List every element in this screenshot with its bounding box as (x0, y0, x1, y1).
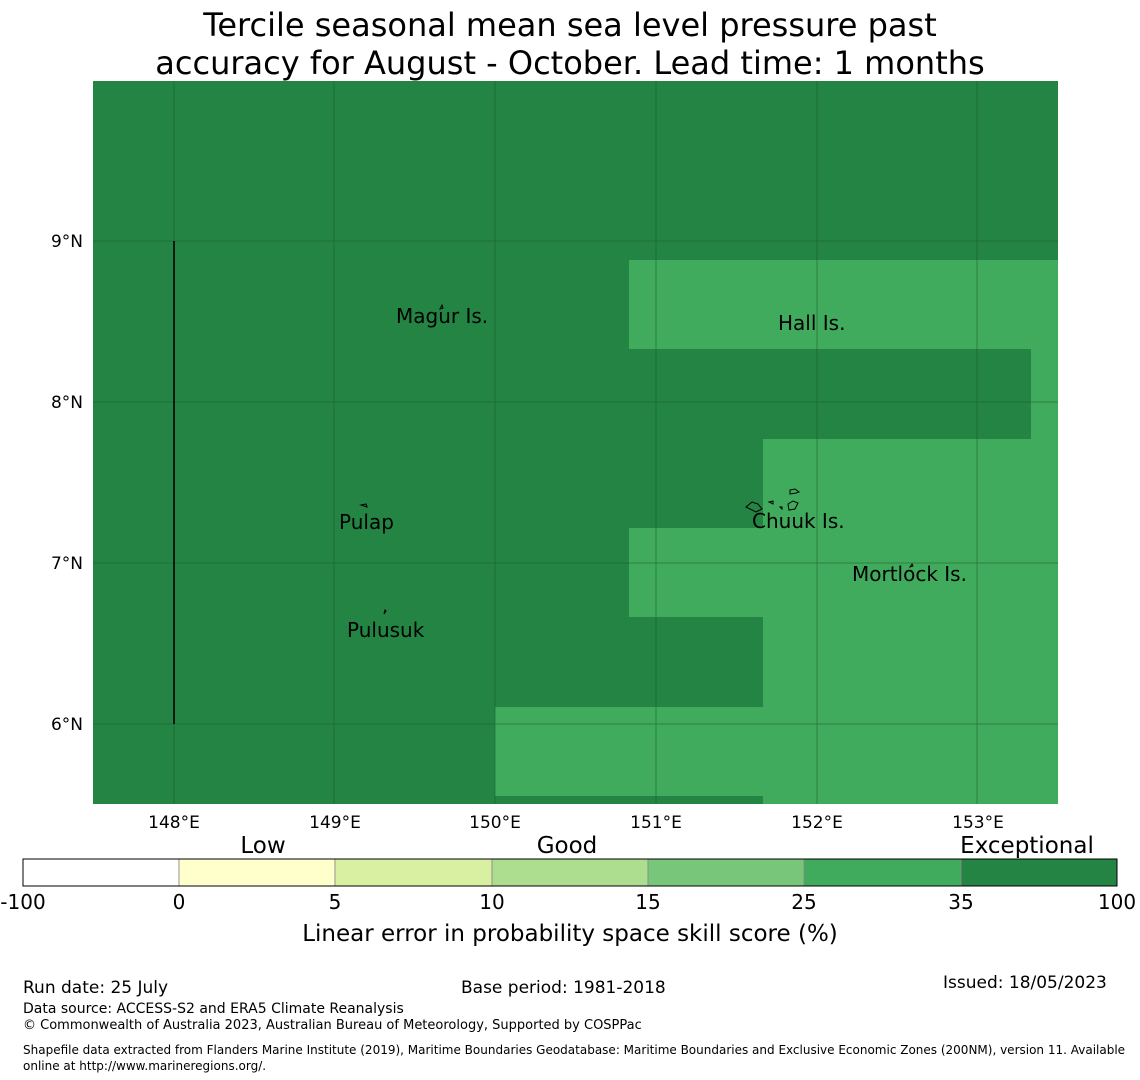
skill-region-south-edge (763, 796, 1058, 804)
lon-tick-153e: 153°E (952, 813, 1004, 833)
colorbar-bin-5-10 (334, 858, 493, 887)
skill-region-southeast (763, 617, 1058, 707)
chart-title-line-2: accuracy for August - October. Lead time… (155, 44, 985, 82)
colorbar-tick-neg100: -100 (0, 890, 45, 914)
lat-tick-7n: 7°N (51, 554, 83, 574)
colorbar-tick-25: 25 (791, 890, 816, 914)
island-pulap (359, 503, 368, 508)
skill-region-chuuk (763, 439, 1058, 528)
copyright-notice: © Commonwealth of Australia 2023, Austra… (23, 1018, 642, 1033)
lon-tick-150e: 150°E (469, 813, 521, 833)
colorbar-tick-15: 15 (635, 890, 660, 914)
base-period: Base period: 1981-2018 (461, 978, 666, 998)
colorbar-bin-35-100 (960, 858, 1118, 887)
island-mortlock (908, 563, 914, 568)
lat-tick-9n: 9°N (51, 232, 83, 252)
colorbar-tick-labels: -100 0 5 10 15 25 35 100 (0, 890, 1136, 914)
place-label-pulusuk: Pulusuk (347, 618, 425, 642)
lon-tick-149e: 149°E (309, 813, 361, 833)
colorbar-tick-0: 0 (173, 890, 186, 914)
colorbar-tick-35: 35 (948, 890, 973, 914)
lon-tick-151e: 151°E (630, 813, 682, 833)
data-source: Data source: ACCESS-S2 and ERA5 Climate … (23, 1001, 404, 1017)
colorbar-bin-0-5 (178, 858, 336, 887)
chart-title-line-1: Tercile seasonal mean sea level pressure… (203, 6, 937, 44)
place-label-hall: Hall Is. (778, 311, 845, 335)
place-label-mortlock: Mortlock Is. (852, 562, 967, 586)
lon-tick-148e: 148°E (148, 813, 200, 833)
place-label-chuuk: Chuuk Is. (752, 509, 845, 533)
colorbar-legend: Low Good Exceptional -100 0 5 10 15 25 3… (0, 833, 1136, 947)
skill-region-mortlock (629, 528, 1058, 617)
colorbar-tick-100: 100 (1098, 890, 1136, 914)
colorbar-tick-5: 5 (329, 890, 342, 914)
colorbar-bin-15-25 (647, 858, 805, 887)
island-pulusuk (383, 609, 387, 615)
skill-region-hall (629, 260, 1058, 349)
shapefile-attribution: Shapefile data extracted from Flanders M… (23, 1043, 1126, 1073)
colorbar-bin-neg100-0 (22, 858, 180, 887)
legend-category-good: Good (537, 833, 598, 859)
issued-date: Issued: 18/05/2023 (943, 973, 1107, 993)
place-labels: Magur Is. Hall Is. Pulap Chuuk Is. Mortl… (339, 304, 967, 642)
island-chuuk-3 (789, 488, 801, 495)
colorbar-swatches (22, 858, 1118, 887)
skill-region-east-edge (1031, 349, 1058, 439)
lon-axis-labels: 148°E 149°E 150°E 151°E 152°E 153°E (148, 813, 1004, 833)
colorbar-bin-10-15 (491, 858, 649, 887)
lat-tick-8n: 8°N (51, 393, 83, 413)
island-chuuk-4 (787, 500, 799, 511)
island-magur (439, 303, 444, 310)
island-chuuk-5 (778, 506, 783, 511)
legend-category-labels: Low Good Exceptional (240, 833, 1093, 859)
island-outlines (359, 303, 914, 615)
lon-tick-152e: 152°E (791, 813, 843, 833)
island-chuuk-1 (745, 501, 763, 513)
legend-category-low: Low (240, 833, 285, 859)
lat-tick-6n: 6°N (51, 715, 83, 735)
map-panel: Magur Is. Hall Is. Pulap Chuuk Is. Mortl… (93, 81, 1058, 804)
place-label-magur: Magur Is. (396, 304, 488, 328)
run-date: Run date: 25 July (23, 978, 169, 998)
lat-axis-labels: 9°N 8°N 7°N 6°N (51, 232, 83, 735)
colorbar-tick-10: 10 (479, 890, 504, 914)
colorbar-label: Linear error in probability space skill … (302, 921, 838, 947)
colorbar-bin-25-35 (803, 858, 962, 887)
island-chuuk-2 (767, 500, 774, 505)
colorbar-frame (22, 858, 1118, 887)
place-label-pulap: Pulap (339, 510, 394, 534)
skill-region-south (495, 707, 1058, 796)
legend-category-exceptional: Exceptional (960, 833, 1094, 859)
